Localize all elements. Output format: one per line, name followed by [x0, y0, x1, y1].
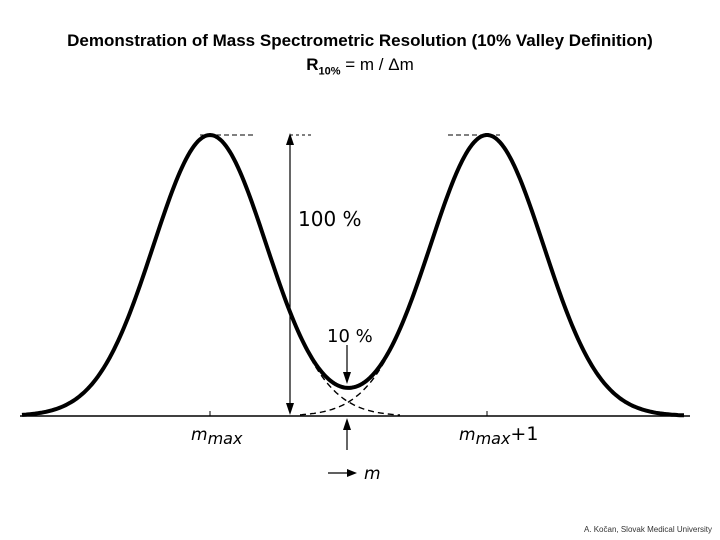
valley-depth-label: 10 % [327, 326, 373, 347]
resolution-formula: R10% = m / Δm [0, 55, 720, 77]
m-axis-label: m [364, 464, 381, 484]
spectrum-envelope [21, 133, 684, 418]
valley-arrow-head [343, 372, 351, 384]
height-arrow-top-head [286, 133, 294, 145]
credit-text: A. Kočan, Slovak Medical University [583, 525, 712, 534]
m-max-sub: max [208, 429, 243, 448]
formula-rhs: = m / Δm [345, 55, 414, 74]
m-max-label: mmax [191, 425, 243, 448]
m-max-plus-1-m: m [459, 425, 476, 445]
m-max-plus-1-sub: max [476, 429, 511, 448]
formula-subscript: 10% [318, 65, 341, 78]
page-title: Demonstration of Mass Spectrometric Reso… [67, 31, 653, 50]
delta-m-arrow-head [343, 418, 351, 430]
peak-height-label: 100 % [298, 207, 362, 231]
m-max-m: m [191, 425, 208, 445]
m-max-plus-1-one: +1 [510, 423, 538, 445]
m-axis-arrow-head [347, 469, 357, 477]
formula-r-symbol: R [306, 55, 319, 74]
m-max-plus-1-label: mmax+1 [459, 423, 538, 448]
height-arrow-bottom-head [286, 403, 294, 415]
